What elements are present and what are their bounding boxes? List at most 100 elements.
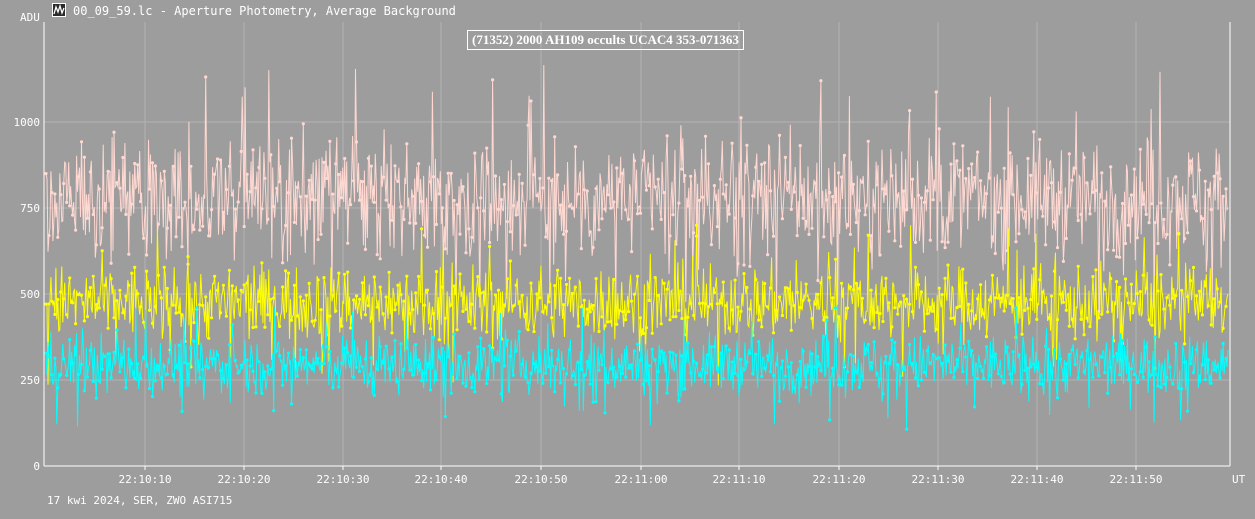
data-point	[709, 302, 714, 306]
data-point	[354, 294, 359, 298]
data-point	[115, 328, 119, 332]
data-point	[724, 183, 728, 187]
data-point	[919, 290, 924, 294]
data-point	[1055, 318, 1060, 322]
data-point	[760, 325, 764, 329]
data-point	[585, 307, 589, 311]
data-point	[650, 347, 654, 351]
data-point	[632, 292, 637, 296]
data-point	[145, 269, 149, 273]
series-3	[44, 306, 1229, 431]
data-point	[346, 241, 350, 245]
data-point	[1135, 380, 1139, 384]
data-point	[647, 184, 651, 188]
data-point	[751, 372, 755, 376]
data-point	[159, 376, 163, 380]
data-point	[275, 349, 279, 353]
data-point	[842, 153, 847, 157]
data-point	[68, 276, 72, 280]
data-point	[139, 199, 143, 204]
data-point	[656, 293, 660, 298]
data-point	[340, 361, 344, 365]
data-point	[653, 358, 657, 362]
data-point	[1049, 370, 1054, 374]
data-point	[204, 295, 208, 299]
data-point	[1112, 248, 1116, 252]
data-point	[210, 357, 214, 361]
data-point	[485, 330, 489, 334]
data-point	[1144, 286, 1148, 290]
data-point	[692, 359, 696, 363]
data-point	[295, 185, 299, 189]
data-point	[1180, 387, 1184, 391]
data-point	[103, 354, 107, 358]
data-point	[1064, 236, 1068, 241]
data-point	[913, 240, 918, 244]
data-point	[94, 396, 98, 400]
data-point	[1126, 301, 1130, 305]
data-point	[996, 296, 1000, 300]
data-point	[641, 382, 646, 386]
data-point	[76, 372, 81, 377]
data-point	[591, 303, 595, 308]
data-point	[1183, 360, 1187, 364]
data-point	[100, 226, 104, 230]
data-point	[502, 182, 506, 187]
data-point	[1197, 289, 1201, 293]
data-point	[529, 371, 533, 375]
data-point	[434, 270, 438, 274]
data-point	[544, 371, 548, 375]
data-point	[378, 345, 382, 349]
data-point	[218, 368, 223, 373]
data-point	[905, 427, 909, 431]
data-point	[627, 217, 631, 221]
data-point	[576, 192, 580, 196]
data-point	[928, 305, 932, 309]
data-point	[74, 322, 78, 326]
data-point	[53, 312, 57, 316]
data-point	[1212, 174, 1216, 178]
data-point	[467, 227, 471, 231]
data-point	[727, 326, 731, 330]
data-point	[851, 182, 856, 186]
data-point	[97, 379, 101, 383]
data-point	[349, 326, 353, 330]
data-point	[653, 185, 657, 189]
data-point	[757, 179, 761, 183]
data-point	[875, 371, 879, 375]
data-point	[473, 151, 477, 155]
data-point	[1174, 342, 1178, 346]
data-point	[1171, 382, 1175, 386]
data-point	[145, 364, 149, 368]
data-point	[239, 363, 243, 367]
data-point	[399, 293, 403, 297]
data-point	[387, 367, 391, 371]
data-point	[724, 344, 728, 348]
data-point	[1100, 312, 1104, 316]
data-point	[322, 276, 326, 280]
data-point	[668, 350, 672, 354]
data-point	[275, 312, 279, 316]
data-point	[65, 200, 69, 204]
data-point	[207, 234, 211, 238]
data-point	[479, 336, 483, 340]
data-point	[754, 352, 758, 356]
data-point	[709, 345, 714, 349]
data-point	[369, 164, 373, 168]
data-point	[801, 349, 805, 353]
data-point	[520, 181, 524, 185]
data-point	[863, 213, 867, 217]
data-point	[1153, 221, 1157, 225]
data-point	[215, 353, 220, 357]
data-point	[357, 369, 362, 373]
data-point	[136, 292, 140, 296]
data-point	[428, 327, 433, 331]
data-point	[452, 198, 456, 203]
data-point	[840, 383, 844, 387]
data-point	[736, 374, 740, 378]
data-point	[928, 238, 932, 242]
data-point	[730, 360, 734, 364]
data-point	[189, 346, 193, 350]
x-tick-label: 22:10:50	[515, 473, 568, 486]
data-point	[1061, 259, 1065, 263]
